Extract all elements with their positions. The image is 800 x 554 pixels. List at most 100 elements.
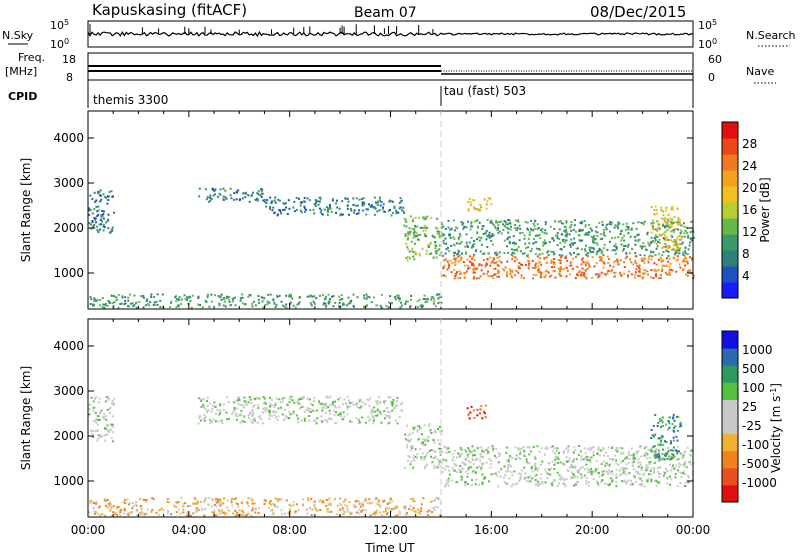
power-cell	[544, 274, 547, 277]
velocity-cell	[334, 406, 337, 409]
power-cell	[298, 296, 301, 299]
velocity-cell	[653, 470, 655, 473]
velocity-cell	[615, 480, 618, 483]
power-cell	[581, 248, 583, 251]
power-cell	[549, 225, 552, 228]
power-cell	[292, 304, 295, 307]
power-cell	[108, 191, 111, 193]
power-cell	[463, 272, 466, 275]
power-cell	[433, 236, 436, 239]
velocity-cell	[624, 457, 627, 460]
velocity-cell	[471, 479, 473, 482]
power-cell	[331, 199, 334, 202]
velocity-colorbar-tick: -100	[742, 438, 769, 452]
power-cell	[682, 253, 685, 256]
power-cell	[559, 274, 562, 277]
power-cell	[440, 232, 443, 235]
velocity-cell	[325, 505, 328, 507]
velocity-cell	[448, 469, 451, 472]
velocity-cell	[433, 464, 436, 467]
power-cell	[528, 242, 531, 245]
power-cell	[495, 221, 498, 224]
power-cell	[530, 227, 532, 230]
power-cell	[564, 225, 567, 228]
power-cell	[689, 237, 692, 240]
power-cell	[112, 295, 115, 298]
velocity-cell	[578, 469, 581, 471]
power-cell	[554, 220, 557, 223]
power-cell	[387, 209, 390, 212]
power-colorbar-swatch	[722, 202, 738, 219]
power-cell	[488, 231, 491, 234]
velocity-cell	[220, 419, 223, 422]
power-cell	[479, 203, 482, 206]
velocity-cell	[531, 470, 534, 473]
velocity-cell	[109, 503, 112, 506]
velocity-cell	[216, 498, 219, 501]
power-cell	[170, 300, 173, 303]
power-cell	[598, 221, 601, 224]
power-cell	[222, 187, 225, 190]
velocity-cell	[346, 510, 349, 513]
velocity-cell	[128, 503, 130, 506]
velocity-cell	[426, 463, 429, 466]
power-cell	[688, 244, 691, 247]
power-cell	[437, 248, 440, 251]
velocity-cell	[203, 414, 206, 417]
power-cell	[655, 209, 658, 212]
velocity-cell	[372, 410, 374, 413]
velocity-cell	[370, 412, 373, 415]
power-cell	[594, 238, 597, 240]
velocity-cell	[456, 470, 459, 473]
velocity-cell	[517, 456, 520, 459]
velocity-cell	[412, 426, 415, 429]
velocity-cell	[196, 502, 199, 505]
power-cell	[654, 268, 657, 271]
velocity-cell	[206, 396, 209, 399]
power-cell	[111, 226, 114, 229]
velocity-cell	[517, 448, 519, 451]
velocity-cell	[482, 477, 485, 480]
power-cell	[278, 209, 281, 211]
velocity-cell	[365, 499, 368, 502]
power-cell	[530, 229, 533, 232]
power-cell	[279, 199, 281, 202]
velocity-cell	[367, 415, 370, 418]
velocity-cell	[650, 450, 653, 453]
velocity-cell	[276, 418, 279, 421]
power-cell	[574, 256, 577, 258]
velocity-cell	[357, 418, 360, 421]
power-cell	[487, 235, 490, 238]
power-cell	[299, 204, 302, 207]
power-cell	[102, 223, 105, 226]
power-cell	[97, 213, 100, 216]
velocity-cell	[279, 401, 282, 404]
power-cell	[523, 237, 526, 240]
power-cell	[308, 295, 311, 298]
power-cell	[439, 254, 442, 256]
power-cell	[637, 274, 640, 277]
velocity-cell	[355, 417, 358, 419]
velocity-cell	[111, 440, 114, 443]
power-cell	[154, 301, 157, 304]
power-cell	[664, 231, 667, 234]
velocity-cell	[417, 439, 420, 442]
power-cell	[559, 266, 562, 269]
velocity-cell	[459, 446, 462, 449]
velocity-cell	[374, 513, 377, 516]
velocity-cell	[667, 447, 670, 449]
velocity-cell	[236, 511, 239, 514]
velocity-cell	[596, 453, 599, 456]
power-cell	[362, 197, 365, 200]
velocity-cell	[551, 445, 554, 448]
velocity-cell	[492, 473, 495, 476]
power-cell	[293, 210, 296, 213]
velocity-cell	[289, 395, 292, 398]
power-cell	[581, 259, 584, 262]
velocity-cell	[109, 406, 112, 409]
power-cell	[511, 269, 514, 272]
power-cell	[124, 299, 127, 302]
velocity-cell	[652, 445, 655, 448]
power-cell	[362, 203, 365, 206]
velocity-cell	[219, 501, 222, 504]
